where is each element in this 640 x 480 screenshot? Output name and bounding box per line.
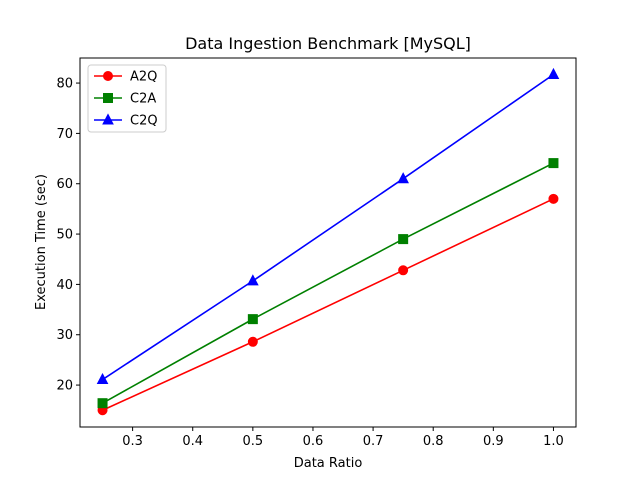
x-tick-label: 0.7	[363, 434, 384, 449]
y-tick-label: 80	[56, 77, 73, 92]
x-tick-label: 0.3	[122, 434, 143, 449]
data-point-a2q	[247, 336, 258, 347]
legend-marker-c2a	[103, 93, 113, 103]
x-axis-label: Data Ratio	[294, 456, 363, 471]
x-tick-label: 0.8	[423, 434, 444, 449]
series-line-a2q	[102, 198, 554, 411]
x-tick-label: 1.0	[543, 434, 564, 449]
y-tick-label: 60	[56, 177, 73, 192]
y-tick-label: 40	[56, 278, 73, 293]
data-point-a2q	[398, 265, 409, 276]
data-point-c2q	[96, 372, 109, 385]
chart-title: Data Ingestion Benchmark [MySQL]	[185, 34, 471, 53]
y-tick-label: 50	[56, 228, 73, 243]
plot-area	[79, 57, 577, 428]
legend-label-c2q: C2Q	[130, 114, 158, 129]
legend-label-c2a: C2A	[130, 92, 156, 107]
data-point-c2q	[547, 67, 560, 80]
y-tick-label: 20	[56, 379, 73, 394]
legend-marker-a2q	[103, 71, 113, 81]
y-axis-ticks: 20 30 40 50 60 70 80	[56, 77, 80, 394]
x-tick-label: 0.9	[483, 434, 504, 449]
data-point-a2q	[548, 193, 559, 204]
axes-frame	[79, 57, 577, 428]
x-tick-label: 0.5	[243, 434, 264, 449]
data-point-c2a	[398, 234, 409, 245]
series-layer	[96, 67, 560, 416]
data-point-c2a	[247, 314, 258, 325]
x-axis-ticks: 0.3 0.4 0.5 0.6 0.7 0.8 0.9 1.0	[122, 427, 564, 449]
x-tick-label: 0.4	[182, 434, 203, 449]
x-tick-label: 0.6	[303, 434, 324, 449]
data-point-c2a	[97, 398, 108, 409]
legend-marker-c2q	[102, 113, 114, 125]
y-axis-label: Execution Time (sec)	[34, 174, 49, 310]
data-point-c2q	[247, 274, 259, 286]
legend-label-a2q: A2Q	[130, 70, 157, 85]
legend: A2Q C2A C2Q	[87, 64, 167, 133]
series-line-c2a	[102, 162, 554, 404]
data-point-c2q	[397, 172, 409, 184]
series-line-c2q	[102, 73, 554, 381]
y-tick-label: 70	[56, 127, 73, 142]
data-point-c2a	[548, 158, 559, 169]
y-tick-label: 30	[56, 328, 73, 343]
